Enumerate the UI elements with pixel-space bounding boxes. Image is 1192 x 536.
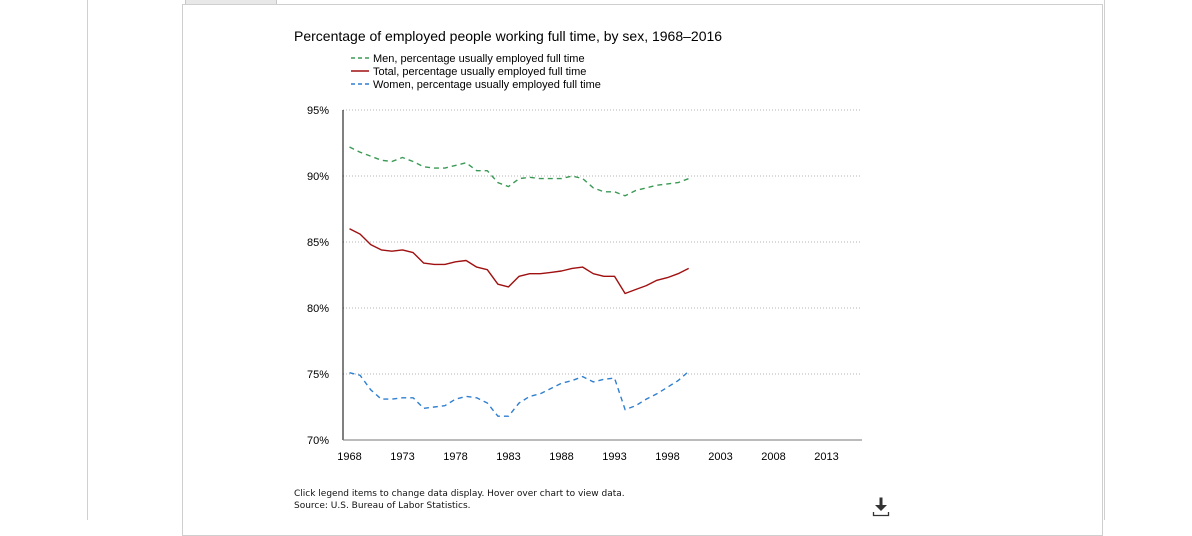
series-line-2[interactable] (349, 370, 690, 417)
x-tick-label: 1973 (390, 451, 414, 463)
x-tick-label: 1993 (602, 451, 626, 463)
x-axis-ticks: 1968 1973 1978 1983 1988 1993 1998 2003 2008 2013 (337, 451, 838, 463)
x-tick-label: 1983 (496, 451, 520, 463)
legend-item[interactable]: Total, percentage usually employed full … (373, 66, 586, 78)
y-tick-label: 70% (307, 435, 329, 447)
y-tick-label: 90% (307, 171, 329, 183)
y-tick-label: 85% (307, 237, 329, 249)
y-tick-label: 75% (307, 369, 329, 381)
x-tick-label: 1968 (337, 451, 361, 463)
download-icon[interactable] (872, 497, 890, 517)
legend-item[interactable]: Women, percentage usually employed full … (373, 79, 601, 91)
y-axis-ticks: 95% 90% 85% 80% 75% 70% (307, 105, 329, 447)
footer-note: Click legend items to change data displa… (294, 489, 625, 499)
footer-source: Source: U.S. Bureau of Labor Statistics. (294, 500, 471, 511)
legend[interactable]: Men, percentage usually employed full ti… (351, 53, 601, 91)
x-tick-label: 2008 (761, 451, 785, 463)
page-border-right (1104, 0, 1105, 520)
chart-footer: Click legend items to change data displa… (294, 489, 625, 512)
chart-panel (182, 4, 1103, 536)
chart[interactable]: Percentage of employed people working fu… (0, 0, 1192, 520)
page-border-left (87, 0, 88, 520)
y-tick-label: 95% (307, 105, 329, 117)
series-line-1[interactable] (349, 228, 690, 295)
chart-title: Percentage of employed people working fu… (294, 28, 722, 44)
x-tick-label: 1998 (655, 451, 679, 463)
legend-item[interactable]: Men, percentage usually employed full ti… (373, 53, 585, 65)
x-tick-label: 2013 (814, 451, 838, 463)
y-tick-label: 80% (307, 303, 329, 315)
x-tick-label: 1988 (549, 451, 573, 463)
x-tick-label: 2003 (708, 451, 732, 463)
series-lines[interactable] (349, 146, 690, 417)
gridlines (343, 109, 862, 375)
series-line-0[interactable] (349, 146, 689, 197)
x-tick-label: 1978 (443, 451, 467, 463)
axes (342, 110, 862, 441)
